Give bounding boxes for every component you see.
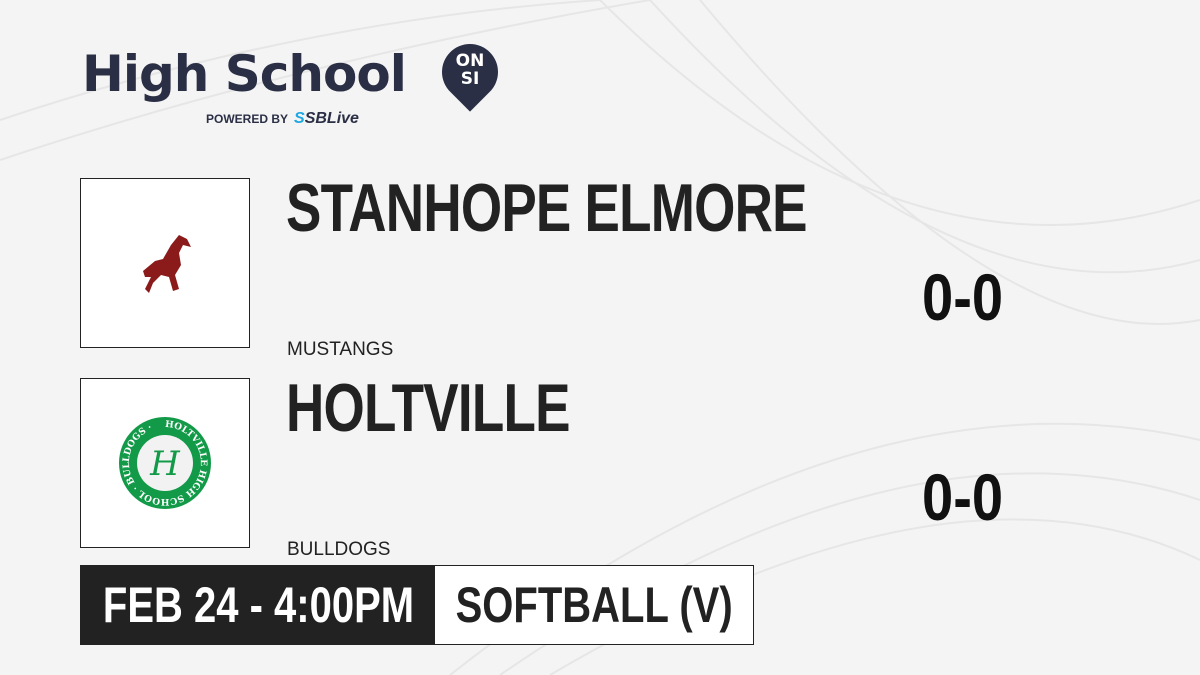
on-si-badge: ON SI: [455, 51, 485, 89]
team-logo-holtville: HOLTVILLE HIGH SCHOOL · BULLDOGS · H: [80, 378, 250, 548]
powered-by: POWERED BY SSBLive: [206, 110, 359, 127]
high-school-on-si-logo[interactable]: High School ON SI POWERED BY SSBLive: [82, 32, 510, 127]
team-score: 0-0: [922, 460, 1004, 534]
horse-icon: [143, 235, 191, 293]
brand-title: High School: [82, 45, 407, 103]
game-datetime: FEB 24 - 4:00PM: [81, 566, 435, 644]
holtville-bulldogs-seal: HOLTVILLE HIGH SCHOOL · BULLDOGS · H: [119, 417, 211, 509]
game-sport: SOFTBALL (V): [435, 566, 753, 644]
team-name: HOLTVILLE: [286, 370, 570, 446]
team-mascot: BULLDOGS: [287, 539, 391, 560]
game-info-bar: FEB 24 - 4:00PM SOFTBALL (V): [80, 565, 754, 645]
svg-text:H: H: [149, 444, 181, 484]
team-logo-stanhope-elmore: [80, 178, 250, 348]
team-score: 0-0: [922, 260, 1004, 334]
team-name: STANHOPE ELMORE: [286, 170, 807, 246]
team-mascot: MUSTANGS: [287, 339, 394, 360]
